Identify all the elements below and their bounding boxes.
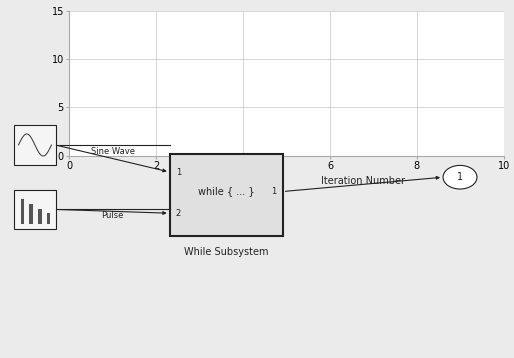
Text: 1: 1	[457, 172, 463, 182]
Text: Pulse: Pulse	[101, 211, 124, 220]
Bar	[21, 199, 24, 224]
Bar	[38, 209, 42, 224]
Bar	[47, 213, 50, 224]
Text: 1: 1	[271, 187, 277, 196]
Text: 2: 2	[176, 209, 181, 218]
Text: Iteration Number: Iteration Number	[321, 176, 405, 186]
Circle shape	[443, 165, 477, 189]
Bar	[29, 204, 33, 224]
Text: 1: 1	[176, 168, 181, 176]
Text: While Subsystem: While Subsystem	[184, 247, 268, 257]
Text: Sine Wave: Sine Wave	[90, 147, 135, 156]
Bar	[170, 154, 283, 236]
Bar	[14, 190, 56, 229]
Bar	[14, 125, 56, 165]
Text: while { ... }: while { ... }	[198, 187, 254, 197]
